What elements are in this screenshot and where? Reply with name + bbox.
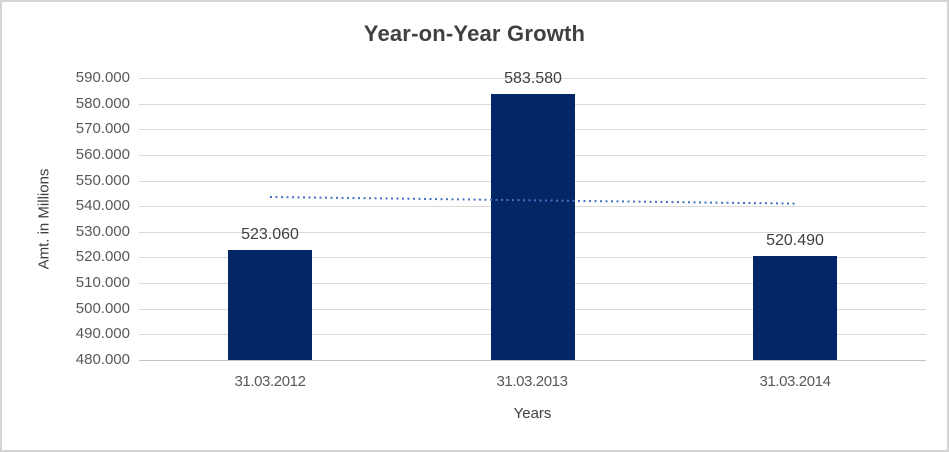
y-tick-label: 570.000 <box>75 120 130 137</box>
bar-31.03.2012[interactable] <box>228 250 312 360</box>
x-axis-title: Years <box>513 405 552 422</box>
data-label: 583.580 <box>504 70 562 87</box>
bar-31.03.2014[interactable] <box>753 256 837 360</box>
y-tick-label: 510.000 <box>75 274 130 291</box>
y-tick-label: 540.000 <box>75 197 130 214</box>
y-tick-label: 490.000 <box>75 325 130 342</box>
y-tick-label: 590.000 <box>75 69 130 86</box>
x-axis-line <box>139 360 926 361</box>
y-tick-label: 560.000 <box>75 146 130 163</box>
y-tick-label: 500.000 <box>75 300 130 317</box>
data-label: 523.060 <box>241 226 299 243</box>
data-label: 520.490 <box>766 232 824 249</box>
y-tick-label: 550.000 <box>75 172 130 189</box>
x-tick-label: 31.03.2012 <box>234 373 306 390</box>
gridline <box>139 78 926 79</box>
x-tick-label: 31.03.2013 <box>496 373 568 390</box>
chart-title: Year-on-Year Growth <box>363 21 586 46</box>
bar-31.03.2013[interactable] <box>491 94 575 360</box>
y-tick-label: 580.000 <box>75 95 130 112</box>
y-tick-label: 530.000 <box>75 223 130 240</box>
y-tick-label: 480.000 <box>75 351 130 368</box>
x-tick-label: 31.03.2014 <box>759 373 831 390</box>
y-tick-label: 520.000 <box>75 248 130 265</box>
